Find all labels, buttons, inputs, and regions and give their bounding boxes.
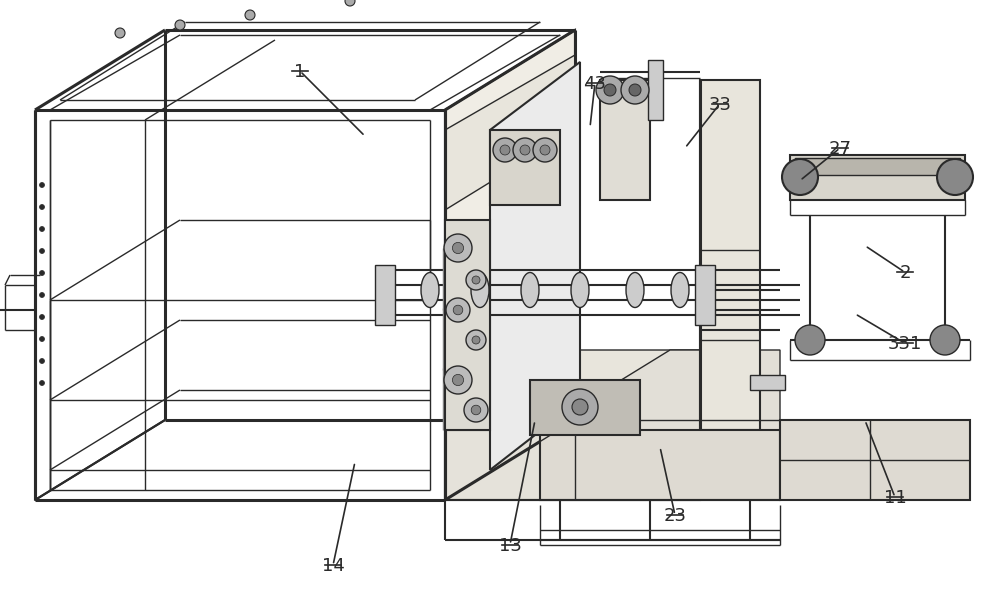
Circle shape [471,405,481,415]
Circle shape [466,270,486,290]
Circle shape [937,159,973,195]
Circle shape [40,227,44,231]
Polygon shape [780,420,970,500]
Circle shape [533,138,557,162]
Polygon shape [695,265,715,325]
Circle shape [446,298,470,322]
Circle shape [115,28,125,38]
Circle shape [472,336,480,344]
Polygon shape [375,265,395,325]
Circle shape [452,374,464,385]
Polygon shape [600,80,650,200]
Circle shape [40,271,44,275]
Polygon shape [445,350,700,430]
Circle shape [930,325,960,355]
Circle shape [782,159,818,195]
Text: 23: 23 [664,507,686,525]
Circle shape [444,366,472,394]
Circle shape [40,182,44,188]
Polygon shape [490,130,560,205]
Polygon shape [445,430,700,500]
Polygon shape [540,430,780,500]
Circle shape [345,0,355,6]
Circle shape [452,242,464,253]
Text: 27: 27 [828,140,852,158]
Text: 14: 14 [322,557,344,575]
Text: 33: 33 [708,95,732,114]
Ellipse shape [571,272,589,307]
Circle shape [40,381,44,385]
Text: 1: 1 [294,63,306,81]
Text: 11: 11 [884,489,906,507]
Circle shape [466,330,486,350]
Text: 13: 13 [499,536,521,555]
Text: 331: 331 [888,335,922,353]
Polygon shape [490,62,580,470]
Text: 2: 2 [899,264,911,282]
Circle shape [40,249,44,253]
Polygon shape [530,380,640,435]
Polygon shape [700,80,760,430]
Circle shape [40,314,44,320]
Circle shape [562,389,598,425]
Polygon shape [540,350,780,430]
Polygon shape [445,220,490,430]
Circle shape [453,305,463,315]
Circle shape [40,336,44,342]
Circle shape [795,325,825,355]
Bar [648,60,663,120]
Ellipse shape [521,272,539,307]
Circle shape [520,145,530,155]
Circle shape [472,276,480,284]
Polygon shape [445,55,575,210]
Circle shape [464,398,488,422]
Polygon shape [750,375,785,390]
Polygon shape [795,158,960,175]
Circle shape [540,145,550,155]
Circle shape [604,84,616,96]
Polygon shape [790,155,965,200]
Circle shape [572,399,588,415]
Ellipse shape [421,272,439,307]
Circle shape [513,138,537,162]
Circle shape [493,138,517,162]
Circle shape [40,204,44,210]
Ellipse shape [626,272,644,307]
Text: 43: 43 [584,75,606,93]
Polygon shape [445,30,575,500]
Circle shape [629,84,641,96]
Circle shape [596,76,624,104]
Circle shape [621,76,649,104]
Circle shape [500,145,510,155]
Ellipse shape [471,272,489,307]
Circle shape [245,10,255,20]
Ellipse shape [671,272,689,307]
Circle shape [444,234,472,262]
Circle shape [40,292,44,298]
Circle shape [175,20,185,30]
Circle shape [40,359,44,363]
